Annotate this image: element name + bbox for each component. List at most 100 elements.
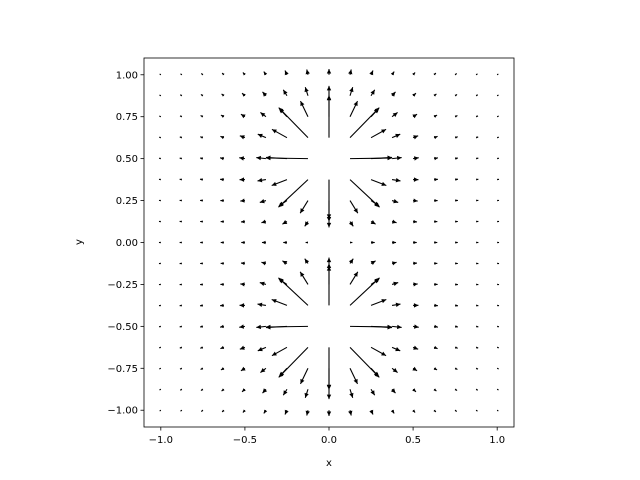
arrow-head bbox=[393, 281, 399, 286]
field-arrow bbox=[476, 178, 479, 181]
field-arrow bbox=[349, 368, 359, 385]
arrow-head bbox=[455, 199, 458, 202]
arrow-head bbox=[497, 220, 500, 223]
arrow-head bbox=[353, 208, 358, 214]
arrow-head bbox=[200, 178, 203, 181]
arrow-head bbox=[434, 261, 438, 265]
field-arrow bbox=[326, 266, 332, 285]
arrow-head bbox=[179, 304, 182, 307]
field-arrow bbox=[434, 261, 438, 265]
arrow-head bbox=[497, 325, 499, 328]
arrow-head bbox=[326, 85, 332, 91]
field-arrow bbox=[278, 346, 309, 378]
field-arrow bbox=[241, 92, 246, 97]
field-arrow bbox=[454, 115, 458, 118]
field-arrow bbox=[199, 178, 203, 181]
field-arrow bbox=[476, 325, 479, 328]
arrow-head bbox=[158, 199, 161, 202]
x-axis-label: x bbox=[326, 458, 332, 469]
field-arrow bbox=[299, 200, 309, 214]
arrow-head bbox=[476, 304, 479, 307]
field-arrow bbox=[326, 69, 332, 75]
arrow-head bbox=[200, 94, 204, 97]
field-arrow bbox=[158, 178, 161, 181]
field-arrow bbox=[454, 136, 458, 139]
field-arrow bbox=[219, 156, 224, 161]
arrow-head bbox=[476, 283, 479, 286]
field-arrow bbox=[412, 92, 417, 97]
field-arrow bbox=[179, 367, 183, 370]
arrow-head bbox=[476, 178, 479, 181]
arrow-head bbox=[476, 346, 479, 349]
arrow-head bbox=[497, 115, 499, 118]
arrow-head bbox=[261, 240, 266, 245]
field-arrow bbox=[433, 345, 438, 350]
arrow-head bbox=[349, 87, 354, 93]
arrow-head bbox=[179, 220, 182, 223]
field-arrow bbox=[179, 136, 183, 139]
field-arrow bbox=[349, 389, 354, 398]
arrow-head bbox=[475, 388, 478, 391]
field-arrow bbox=[454, 93, 458, 97]
arrow-head bbox=[353, 101, 358, 107]
arrow-head bbox=[158, 283, 161, 286]
y-tick-label: −0.75 bbox=[107, 364, 138, 375]
field-arrow bbox=[412, 72, 416, 76]
arrow-head bbox=[220, 282, 224, 287]
arrow-head bbox=[220, 198, 224, 203]
field-arrow bbox=[434, 198, 438, 203]
field-arrow bbox=[179, 325, 182, 328]
arrow-head bbox=[475, 409, 478, 412]
field-arrow bbox=[497, 178, 500, 181]
arrow-head bbox=[392, 112, 398, 117]
field-arrow bbox=[263, 71, 268, 76]
x-ticks: −1.0 −0.5 0.0 0.5 1.0 bbox=[149, 427, 505, 446]
arrow-head bbox=[200, 346, 204, 349]
arrow-head bbox=[300, 208, 305, 214]
arrow-head bbox=[326, 69, 332, 74]
field-arrow bbox=[200, 93, 204, 97]
arrow-head bbox=[271, 129, 277, 134]
field-arrow bbox=[370, 346, 387, 357]
arrow-head bbox=[200, 325, 203, 328]
field-arrow bbox=[412, 388, 417, 393]
arrow-head bbox=[257, 302, 263, 307]
field-arrow bbox=[497, 157, 500, 160]
field-arrow bbox=[239, 135, 246, 140]
field-arrow bbox=[371, 325, 393, 330]
field-arrow bbox=[304, 258, 310, 264]
field-arrow bbox=[220, 220, 224, 224]
field-arrow bbox=[271, 128, 288, 139]
arrow-head bbox=[412, 388, 416, 392]
arrow-head bbox=[242, 388, 246, 392]
field-arrow bbox=[221, 93, 225, 97]
arrow-head bbox=[239, 177, 245, 182]
arrow-head bbox=[476, 136, 479, 139]
arrow-head bbox=[200, 157, 203, 160]
arrow-head bbox=[159, 94, 162, 97]
field-arrow bbox=[475, 115, 479, 118]
field-arrow bbox=[158, 136, 162, 139]
field-arrow bbox=[349, 200, 359, 214]
field-arrow bbox=[496, 94, 499, 97]
field-arrow bbox=[391, 346, 401, 352]
arrow-head bbox=[220, 261, 224, 265]
field-arrow bbox=[348, 221, 354, 227]
field-arrow bbox=[179, 115, 183, 118]
field-arrow bbox=[282, 220, 288, 225]
field-arrow bbox=[271, 298, 288, 306]
arrow-head bbox=[257, 178, 263, 183]
field-arrow bbox=[476, 199, 479, 202]
arrow-head bbox=[158, 241, 161, 244]
field-arrow bbox=[326, 221, 332, 228]
field-arrow bbox=[261, 261, 267, 266]
field-arrow bbox=[220, 241, 224, 244]
y-tick-label: 0.50 bbox=[116, 154, 138, 165]
field-arrow bbox=[304, 221, 310, 227]
arrow-head bbox=[413, 156, 419, 161]
field-arrow bbox=[348, 410, 353, 416]
field-arrow bbox=[413, 303, 419, 308]
arrow-head bbox=[413, 282, 418, 287]
arrow-head bbox=[395, 347, 401, 352]
arrow-head bbox=[284, 409, 289, 415]
